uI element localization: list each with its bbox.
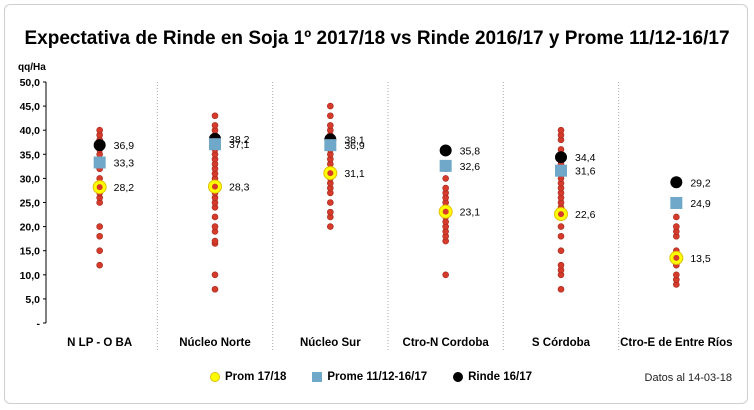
data-label-prom: 13,5	[690, 253, 711, 265]
data-label-prom: 22,6	[575, 209, 596, 221]
observation-point	[96, 223, 103, 230]
observation-point	[96, 232, 103, 240]
observation-point	[557, 232, 565, 240]
observation-point	[327, 208, 334, 216]
y-tick-label: 40,0	[20, 125, 41, 137]
y-tick-label: 45,0	[20, 101, 41, 113]
series-prom-center	[442, 208, 449, 215]
observation-point	[557, 126, 565, 134]
observation-point	[211, 213, 219, 221]
y-tick-label: 5,0	[25, 294, 40, 306]
observation-point	[442, 271, 449, 279]
data-label-rinde: 38,2	[229, 134, 250, 146]
y-tick-label: -	[37, 318, 41, 330]
series-prom-center	[673, 254, 680, 261]
legend-marker-prome	[312, 372, 323, 382]
observation-point	[96, 261, 103, 269]
y-tick-label: 20,0	[20, 222, 41, 234]
observation-point	[96, 126, 103, 134]
observation-point	[96, 247, 103, 254]
series-prome-point	[93, 156, 106, 169]
chart-frame	[4, 4, 748, 404]
y-tick-label: 35,0	[20, 149, 41, 161]
observation-point	[211, 271, 219, 279]
y-tick-label: 30,0	[20, 173, 41, 185]
series-prome-point	[555, 164, 567, 177]
chart-legend: Prom 17/18 Prome 11/12-16/17 Rinde 16/17	[210, 371, 532, 383]
series-rinde-point	[93, 139, 106, 152]
legend-label-rinde: Rinde 16/17	[468, 371, 533, 383]
data-label-prom: 23,1	[460, 207, 481, 219]
observation-point	[673, 213, 680, 221]
observation-point	[673, 223, 680, 230]
observation-point	[442, 175, 449, 182]
x-category-label: Ctro-E de Entre Ríos	[620, 337, 732, 349]
legend-marker-rinde	[453, 372, 464, 382]
legend-label-prome: Prome 11/12-16/17	[327, 371, 428, 383]
series-prom-center	[327, 170, 334, 177]
series-prom-center	[96, 184, 103, 191]
data-label-prome: 37,1	[229, 139, 250, 151]
data-label-prom: 28,3	[229, 182, 250, 194]
series-rinde-point	[670, 176, 683, 189]
observation-point	[557, 247, 565, 254]
x-category-label: Núcleo Norte	[179, 337, 251, 349]
data-label-rinde: 36,9	[114, 140, 135, 152]
chart-title: Expectativa de Rinde en Soja 1º 2017/18 …	[24, 28, 730, 49]
x-category-label: N LP - O BA	[67, 337, 132, 349]
legend-item-prom: Prom 17/18	[210, 371, 286, 383]
observation-point	[327, 223, 334, 230]
data-date-note: Datos al 14-03-18	[644, 372, 732, 384]
x-category-label: S Córdoba	[532, 337, 591, 349]
y-tick-label: 50,0	[20, 77, 41, 89]
data-label-prome: 36,9	[344, 140, 365, 152]
series-prome-point	[439, 159, 452, 172]
legend-item-prome: Prome 11/12-16/17	[312, 371, 427, 383]
data-label-rinde: 35,8	[460, 145, 481, 157]
data-label-rinde: 29,2	[690, 177, 711, 189]
data-label-prom: 31,1	[344, 168, 365, 180]
data-label-prome: 32,6	[460, 161, 481, 173]
series-rinde-point	[555, 151, 567, 164]
data-label-prome: 33,3	[114, 157, 135, 169]
legend-marker-prom	[210, 372, 220, 382]
observation-point	[557, 261, 565, 269]
series-prome-point	[209, 138, 221, 151]
series-prom-center	[212, 183, 218, 190]
legend-label-prom: Prom 17/18	[225, 371, 287, 383]
data-label-prom: 28,2	[114, 182, 135, 194]
observation-point	[442, 184, 449, 192]
observation-point	[327, 122, 334, 129]
observation-point	[211, 112, 219, 120]
observation-point	[211, 237, 219, 245]
observation-point	[211, 122, 219, 129]
x-category-label: Núcleo Sur	[300, 337, 361, 349]
y-tick-label: 25,0	[20, 198, 41, 210]
series-prome-point	[324, 139, 337, 152]
series-prome-point	[670, 196, 683, 209]
data-label-prome: 31,6	[575, 166, 596, 178]
observation-point	[327, 199, 334, 206]
y-axis-label: qq/Ha	[18, 62, 46, 73]
legend-item-rinde: Rinde 16/17	[453, 371, 532, 383]
observation-point	[557, 285, 565, 293]
observation-point	[327, 102, 334, 110]
series-prom-center	[558, 211, 564, 218]
observation-point	[327, 112, 334, 120]
observation-point	[673, 271, 680, 279]
x-category-label: Ctro-N Cordoba	[403, 337, 490, 349]
y-tick-label: 10,0	[20, 270, 41, 282]
observation-point	[211, 285, 219, 293]
data-label-rinde: 38,1	[344, 134, 365, 146]
series-rinde-point	[439, 144, 452, 157]
y-tick-label: 15,0	[20, 246, 41, 258]
data-label-prome: 24,9	[690, 198, 711, 210]
data-label-rinde: 34,4	[575, 152, 596, 164]
observation-point	[557, 223, 565, 230]
observation-point	[211, 223, 219, 230]
